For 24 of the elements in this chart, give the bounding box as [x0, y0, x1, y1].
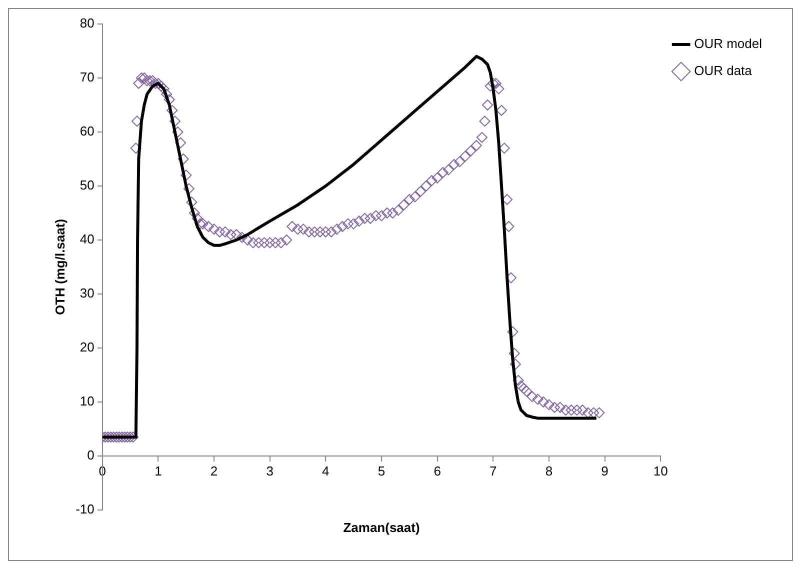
y-tick-label: 20 [80, 340, 94, 355]
y-tick-label: 50 [80, 178, 94, 193]
x-tick-label: 10 [653, 463, 668, 478]
y-tick-label: 80 [80, 16, 94, 31]
x-tick-label: 4 [322, 463, 330, 478]
y-tick-label: 60 [80, 124, 94, 139]
x-tick-label: 3 [266, 463, 274, 478]
y-tick-label: -10 [76, 502, 94, 517]
x-tick-label: 2 [210, 463, 218, 478]
x-tick-label: 7 [490, 463, 497, 478]
y-tick-label: 0 [87, 448, 94, 463]
x-tick-label: 5 [378, 463, 386, 478]
y-tick-label: 30 [80, 286, 94, 301]
x-tick-label: 9 [601, 463, 608, 478]
y-tick-label: 10 [80, 394, 94, 409]
y-axis-title: OTH (mg/l.saat) [52, 218, 68, 316]
x-tick-label: 1 [154, 463, 162, 478]
x-tick-label: 6 [434, 463, 441, 478]
x-tick-label: 8 [545, 463, 553, 478]
x-axis-title: Zaman(saat) [343, 520, 420, 535]
y-tick-label: 70 [80, 70, 94, 85]
y-tick-label: 40 [80, 232, 94, 247]
legend-label: OUR data [694, 63, 753, 78]
legend-label: OUR model [694, 36, 762, 52]
